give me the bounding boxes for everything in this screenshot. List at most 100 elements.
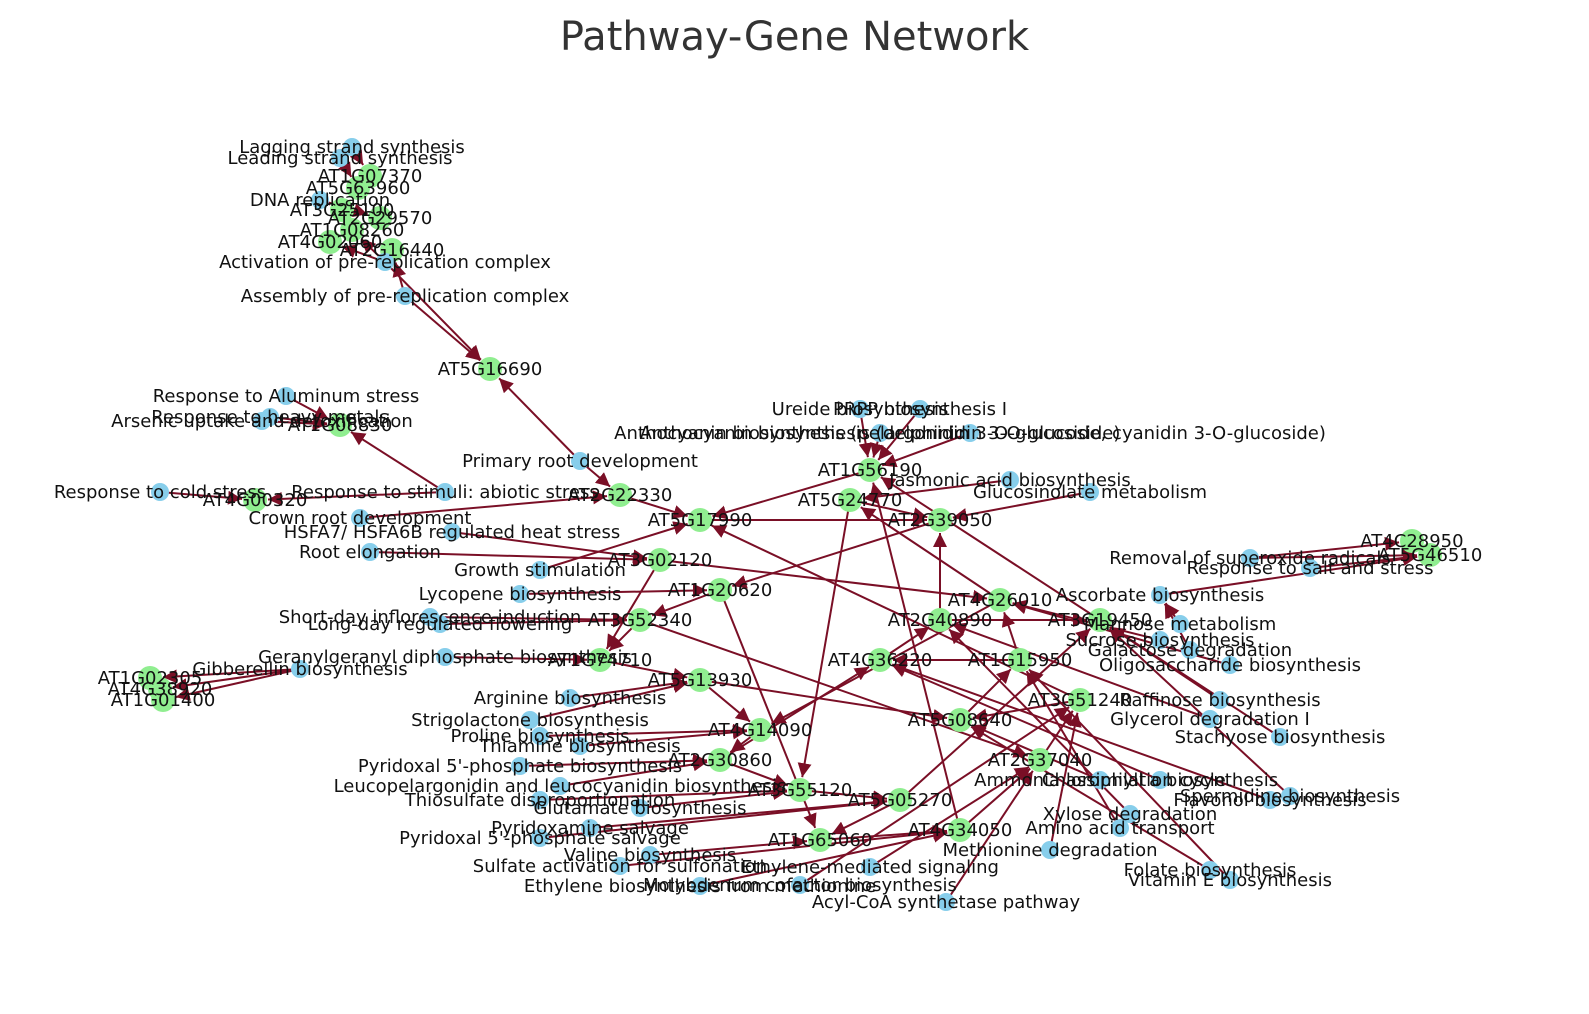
gene-node[interactable] [928, 508, 952, 532]
gene-node[interactable] [748, 718, 772, 742]
pathway-node[interactable] [581, 819, 599, 837]
pathway-node[interactable] [436, 648, 454, 666]
pathway-node[interactable] [511, 585, 529, 603]
gene-node[interactable] [346, 176, 370, 200]
pathway-node[interactable] [1181, 641, 1199, 659]
pathway-node[interactable] [1201, 710, 1219, 728]
gene-node[interactable] [988, 588, 1012, 612]
pathway-node[interactable] [531, 829, 549, 847]
pathway-node[interactable] [376, 253, 394, 271]
pathway-node[interactable] [631, 799, 649, 817]
pathway-node[interactable] [1271, 728, 1289, 746]
pathway-node[interactable] [1301, 559, 1319, 577]
pathway-node[interactable] [861, 858, 879, 876]
gene-node[interactable] [148, 677, 172, 701]
gene-node[interactable] [708, 748, 732, 772]
gene-node[interactable] [858, 458, 882, 482]
pathway-node[interactable] [691, 877, 709, 895]
pathway-node[interactable] [1221, 871, 1239, 889]
pathway-node[interactable] [1111, 819, 1129, 837]
gene-node[interactable] [340, 218, 364, 242]
gene-node[interactable] [330, 198, 354, 222]
gene-node[interactable] [688, 668, 712, 692]
pathway-node[interactable] [871, 424, 889, 442]
gene-node[interactable] [1028, 748, 1052, 772]
pathway-node[interactable] [1261, 791, 1279, 809]
pathway-node[interactable] [611, 857, 629, 875]
gene-node[interactable] [1088, 608, 1112, 632]
pathway-node[interactable] [291, 660, 309, 678]
edge [350, 431, 446, 493]
pathway-node[interactable] [531, 561, 549, 579]
pathway-node[interactable] [571, 452, 589, 470]
pathway-node[interactable] [361, 543, 379, 561]
pathway-node[interactable] [1221, 656, 1239, 674]
gene-node[interactable] [888, 788, 912, 812]
pathway-node[interactable] [1241, 549, 1259, 567]
pathway-node[interactable] [1151, 771, 1169, 789]
pathway-node[interactable] [443, 523, 461, 541]
pathway-node[interactable] [791, 876, 809, 894]
pathway-node[interactable] [151, 483, 169, 501]
pathway-node[interactable] [851, 400, 869, 418]
pathway-node[interactable] [531, 727, 549, 745]
pathway-node[interactable] [436, 483, 454, 501]
edge [959, 767, 1031, 831]
gene-node[interactable] [588, 648, 612, 672]
gene-node[interactable] [608, 483, 632, 507]
pathway-node[interactable] [351, 509, 369, 527]
pathway-node[interactable] [1121, 805, 1139, 823]
pathway-node[interactable] [1211, 691, 1229, 709]
pathway-node[interactable] [1081, 483, 1099, 501]
pathway-label: Leucopelargonidin and leucocyanidin bios… [334, 776, 787, 797]
pathway-node[interactable] [511, 757, 529, 775]
pathway-node[interactable] [1001, 471, 1019, 489]
gene-node[interactable] [648, 548, 672, 572]
pathway-node[interactable] [531, 791, 549, 809]
gene-node[interactable] [328, 413, 352, 437]
pathway-node[interactable] [343, 138, 361, 156]
gene-node[interactable] [868, 648, 892, 672]
gene-node[interactable] [478, 357, 502, 381]
gene-node[interactable] [808, 828, 832, 852]
gene-node[interactable] [948, 708, 972, 732]
pathway-node[interactable] [551, 777, 569, 795]
pathway-node[interactable] [1091, 771, 1109, 789]
gene-node[interactable] [368, 206, 392, 230]
pathway-node[interactable] [277, 387, 295, 405]
gene-node[interactable] [688, 508, 712, 532]
pathway-node[interactable] [331, 149, 349, 167]
pathway-node[interactable] [521, 711, 539, 729]
pathway-node[interactable] [431, 615, 449, 633]
pathway-node[interactable] [961, 424, 979, 442]
pathway-node[interactable] [571, 737, 589, 755]
gene-node[interactable] [1008, 648, 1032, 672]
gene-node[interactable] [318, 230, 342, 254]
pathway-node[interactable] [1201, 861, 1219, 879]
gene-node[interactable] [838, 488, 862, 512]
pathway-node[interactable] [396, 287, 414, 305]
pathway-node[interactable] [1151, 586, 1169, 604]
pathway-node[interactable] [253, 412, 271, 430]
pathway-node[interactable] [911, 400, 929, 418]
pathway-node[interactable] [641, 846, 659, 864]
gene-node[interactable] [1068, 688, 1092, 712]
gene-node[interactable] [928, 608, 952, 632]
gene-node[interactable] [788, 778, 812, 802]
pathway-label: Response to cold stress [54, 482, 266, 503]
gene-node[interactable] [708, 578, 732, 602]
gene-node[interactable] [948, 818, 972, 842]
pathway-node[interactable] [1041, 841, 1059, 859]
pathway-node[interactable] [1151, 631, 1169, 649]
gene-node[interactable] [1400, 529, 1424, 553]
gene-node[interactable] [1418, 543, 1442, 567]
pathway-node[interactable] [937, 893, 955, 911]
pathway-node[interactable] [1281, 787, 1299, 805]
gene-node[interactable] [243, 488, 267, 512]
pathway-node[interactable] [561, 689, 579, 707]
gene-label: AT4C28950 [1360, 531, 1463, 552]
gene-label: AT2G40890 [888, 610, 993, 631]
pathway-node[interactable] [311, 191, 329, 209]
gene-node[interactable] [628, 608, 652, 632]
pathway-node[interactable] [1171, 615, 1189, 633]
